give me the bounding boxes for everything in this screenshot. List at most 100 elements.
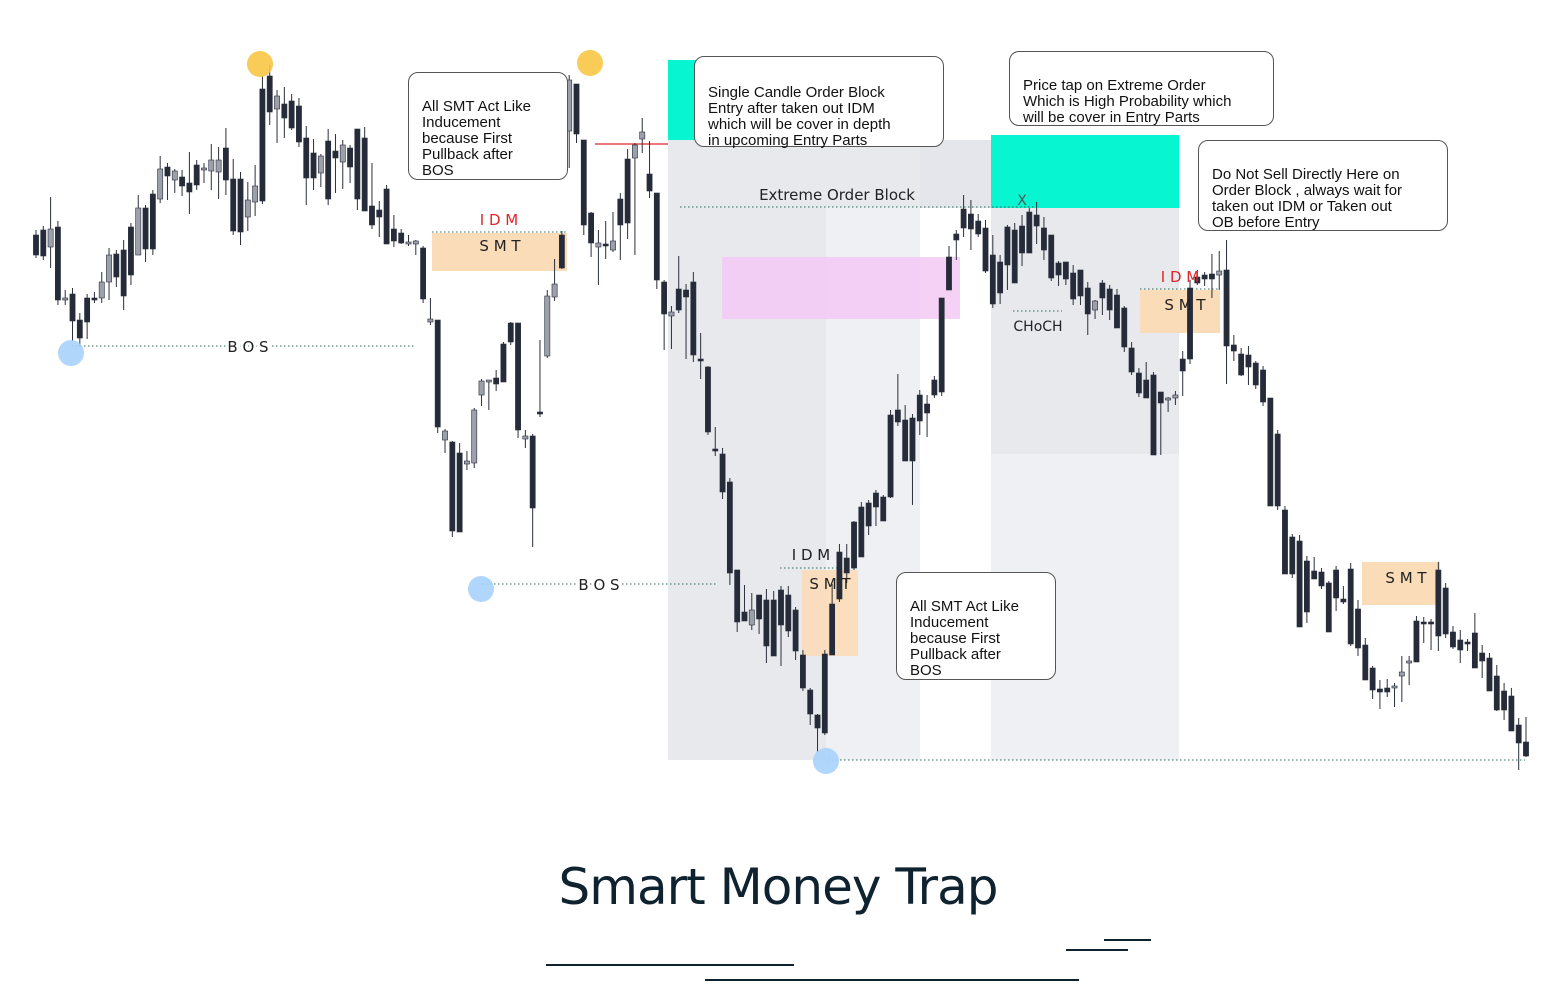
- candle-body: [40, 229, 47, 257]
- candle-body: [902, 419, 909, 462]
- candle-body: [1135, 372, 1142, 394]
- candle-body: [1398, 671, 1405, 677]
- candle-body: [456, 452, 463, 533]
- candle-body: [668, 311, 675, 317]
- candle-body: [1450, 631, 1456, 648]
- candle-body: [1128, 347, 1135, 373]
- candle-body: [1486, 657, 1493, 692]
- decorative-rule: [546, 964, 794, 966]
- candle-body: [310, 152, 317, 179]
- candle-body: [1194, 276, 1201, 284]
- candle-body: [843, 557, 850, 574]
- decorative-rule: [1066, 949, 1128, 951]
- candle-body: [851, 521, 857, 569]
- callout-smt-inducement-1: All SMT Act Like Inducement because Firs…: [408, 72, 568, 180]
- candle-body: [960, 208, 967, 229]
- candle-body: [1099, 282, 1106, 299]
- candle-body: [76, 319, 83, 339]
- candle-body: [193, 164, 200, 186]
- candle-body: [252, 185, 259, 203]
- pink-zone: [722, 257, 960, 319]
- candle-body: [515, 322, 521, 431]
- page-title: Smart Money Trap: [558, 858, 999, 916]
- candle-body: [1303, 560, 1310, 613]
- candle-body: [697, 358, 704, 362]
- candle-body: [683, 289, 689, 298]
- smt-zone-1: [432, 233, 567, 271]
- candle-body: [807, 689, 814, 715]
- candle-body: [1347, 568, 1354, 645]
- candle-body: [1471, 632, 1478, 669]
- candle-body: [149, 193, 156, 250]
- candle-body: [953, 233, 960, 241]
- idm-label-2: I D M: [792, 546, 830, 564]
- swing-high-marker-2: [577, 50, 603, 76]
- candle-body: [924, 403, 930, 414]
- smt-zone-4: [1362, 562, 1440, 605]
- candle-body: [1077, 269, 1084, 297]
- candle-body: [938, 297, 945, 393]
- candle-body: [449, 441, 456, 532]
- candle-body: [47, 228, 54, 248]
- candle-body: [1252, 362, 1259, 386]
- candle-body: [288, 100, 295, 129]
- candle-body: [157, 168, 164, 200]
- candle-body: [442, 430, 448, 441]
- candle-body: [434, 319, 441, 428]
- candle-body: [55, 226, 61, 301]
- candle-body: [1055, 262, 1062, 276]
- candle-body: [551, 283, 558, 298]
- candle-body: [1377, 688, 1383, 693]
- candle-body: [1150, 374, 1157, 456]
- smt-label-1: S M T: [479, 237, 521, 255]
- candle-body: [1493, 675, 1500, 711]
- smt-zone-3: [1140, 290, 1220, 333]
- candle-body: [398, 232, 405, 244]
- candle-body: [215, 159, 222, 173]
- x-mark: X: [1017, 193, 1027, 209]
- candle-body: [734, 569, 741, 623]
- candle-body: [712, 448, 719, 452]
- candle-body: [1325, 582, 1332, 633]
- candle-body: [617, 198, 624, 226]
- candle-body: [120, 249, 127, 297]
- candle-body: [128, 226, 134, 276]
- candle-body: [537, 411, 543, 415]
- choch-label: CHoCH: [1013, 319, 1062, 335]
- candle-body: [1019, 225, 1025, 254]
- candle-body: [610, 240, 616, 251]
- candle-body: [33, 234, 39, 256]
- candle-body: [1048, 234, 1055, 279]
- candle-body: [756, 594, 762, 620]
- candle-body: [829, 603, 836, 656]
- candle-body: [1289, 536, 1296, 575]
- candle-body: [968, 213, 974, 230]
- candle-body: [646, 173, 653, 192]
- candle-body: [230, 178, 237, 232]
- candle-body: [1084, 287, 1091, 315]
- swing-low-marker-2: [468, 576, 494, 602]
- candle-body: [1428, 621, 1434, 625]
- zone-extreme-right: [920, 140, 991, 208]
- candle-body: [62, 297, 69, 301]
- candle-body: [1201, 274, 1208, 280]
- candle-body: [1114, 294, 1120, 329]
- candle-body: [478, 380, 485, 396]
- candle-body: [164, 166, 171, 177]
- candle-body: [274, 95, 280, 110]
- candle-body: [354, 128, 361, 200]
- swing-low-marker-3: [813, 748, 839, 774]
- bos-label-2: B O S: [578, 576, 619, 594]
- candle-body: [113, 253, 120, 278]
- candle-body: [894, 409, 901, 423]
- candle-body: [347, 147, 353, 168]
- candle-body: [317, 155, 324, 174]
- candle-body: [1413, 620, 1420, 663]
- candle-body: [1311, 570, 1318, 580]
- candle-body: [1157, 391, 1164, 404]
- candle-body: [748, 609, 755, 626]
- candle-body: [179, 176, 185, 187]
- candle-body: [500, 343, 507, 383]
- candle-body: [865, 502, 872, 527]
- candle-body: [1406, 660, 1413, 664]
